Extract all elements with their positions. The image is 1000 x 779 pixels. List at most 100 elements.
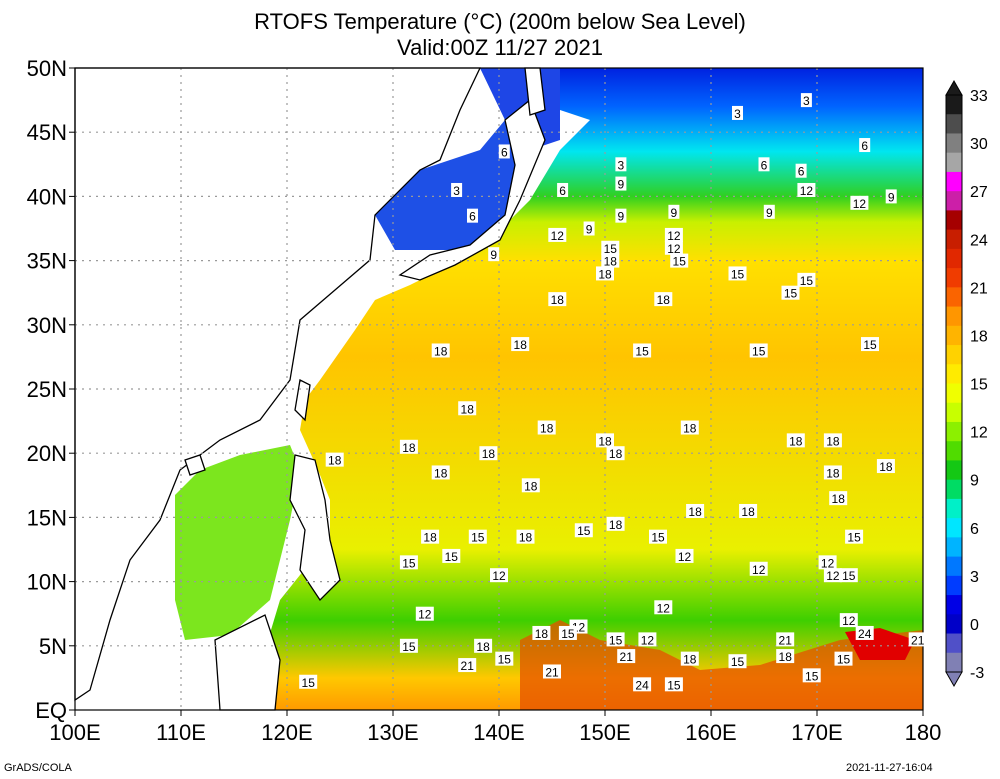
- contour-label-bg: [299, 674, 318, 689]
- x-tick-label: 120E: [261, 720, 312, 745]
- y-tick-label: 35N: [27, 249, 67, 274]
- contour-label-bg: [728, 266, 747, 281]
- y-tick-label: 20N: [27, 441, 67, 466]
- contour-label-bg: [606, 446, 625, 461]
- contour-label: 15: [805, 669, 819, 683]
- contour-label-bg: [859, 138, 871, 153]
- colorbar-label: 6: [970, 521, 979, 538]
- contour-label-bg: [664, 227, 683, 242]
- contour-label-bg: [596, 266, 614, 281]
- colorbar-swatch: [946, 287, 962, 308]
- contour-label: 15: [667, 678, 681, 692]
- contour-label-bg: [800, 93, 812, 108]
- contour-label-bg: [543, 664, 561, 679]
- contour-label-bg: [638, 632, 657, 647]
- contour-label-bg: [606, 632, 625, 647]
- contour-label-bg: [498, 144, 510, 159]
- colorbar-swatch: [946, 268, 962, 288]
- contour-label: 18: [832, 492, 846, 506]
- contour-label-bg: [795, 163, 807, 178]
- map-title: RTOFS Temperature (°C) (200m below Sea L…: [254, 9, 746, 34]
- colorbar-swatch: [946, 479, 962, 500]
- contour-label: 18: [423, 531, 437, 545]
- contour-label-bg: [664, 240, 683, 255]
- contour-label: 6: [501, 145, 508, 159]
- contour-label: 18: [461, 402, 475, 416]
- contour-label-bg: [467, 208, 478, 223]
- contour-label: 3: [734, 107, 741, 121]
- contour-label-bg: [885, 189, 897, 204]
- colorbar-swatch: [946, 229, 962, 250]
- contour-label-bg: [458, 658, 477, 673]
- contour-label-bg: [537, 420, 556, 435]
- contour-label: 18: [476, 640, 490, 654]
- graticule: [75, 68, 923, 710]
- contour-label-bg: [749, 343, 768, 358]
- contour-label-bg: [829, 491, 848, 506]
- colorbar-swatch: [946, 383, 962, 404]
- colorbar-swatch: [946, 306, 962, 327]
- contour-label: 15: [673, 255, 687, 269]
- colorbar-swatch: [946, 595, 962, 615]
- contour-label: 12: [678, 550, 692, 564]
- contour-label: 18: [604, 255, 618, 269]
- contour-label-bg: [823, 465, 842, 480]
- sea-of-japan: [375, 120, 520, 250]
- contour-label: 24: [858, 627, 872, 641]
- contour-label: 18: [598, 434, 612, 448]
- colorbar-swatch: [946, 114, 962, 134]
- contour-label: 15: [837, 653, 851, 667]
- contour-label-bg: [583, 221, 595, 236]
- contour-label-bg: [797, 272, 816, 287]
- contour-label: 18: [779, 650, 793, 664]
- contour-label: 15: [800, 274, 814, 288]
- y-tick-label: 30N: [27, 313, 67, 338]
- colorbar-swatch: [946, 575, 962, 596]
- contour-label: 12: [641, 633, 655, 647]
- contour-label: 18: [402, 441, 416, 455]
- colorbar-label: 18: [970, 328, 988, 345]
- contour-label: 18: [434, 344, 448, 358]
- contour-label: 15: [847, 531, 861, 545]
- contour-label-bg: [776, 649, 795, 664]
- contour-label-bg: [786, 433, 805, 448]
- colorbar-swatch: [946, 614, 962, 635]
- contour-label-bg: [861, 337, 879, 352]
- contour-label: 3: [803, 94, 810, 108]
- contour-label: 9: [586, 223, 593, 237]
- contour-label: 18: [826, 466, 840, 480]
- contour-label: 12: [821, 556, 835, 570]
- contour-label: 24: [635, 678, 649, 692]
- contour-label: 9: [888, 190, 895, 204]
- contour-label-bg: [615, 208, 627, 223]
- map-subtitle: Valid:00Z 11/27 2021: [397, 35, 603, 60]
- asian-mainland: [74, 67, 482, 702]
- contour-label-bg: [617, 649, 636, 664]
- contour-label: 3: [453, 184, 460, 198]
- contour-label: 18: [741, 505, 755, 519]
- contour-label: 12: [418, 608, 432, 622]
- contour-label: 3: [618, 158, 625, 172]
- contour-label: 15: [731, 267, 745, 281]
- footer-software: GrADS/COLA: [4, 762, 72, 774]
- colorbar-label: 3: [970, 569, 979, 586]
- contour-label: 15: [471, 531, 485, 545]
- contour-label: 15: [863, 338, 877, 352]
- contour-label: 15: [635, 344, 649, 358]
- colorbar-swatch: [946, 152, 962, 173]
- contour-label-bg: [654, 600, 673, 615]
- contour-label: 18: [826, 434, 840, 448]
- colorbar-top-arrow: [945, 79, 963, 96]
- contour-label-bg: [615, 176, 627, 191]
- colorbar-swatch: [946, 556, 962, 577]
- contour-label: 21: [911, 633, 925, 647]
- contour-label-bg: [615, 157, 627, 172]
- contour-label-bg: [675, 548, 694, 563]
- contour-label: 21: [461, 659, 475, 673]
- contour-label-bg: [845, 529, 864, 544]
- contour-label-bg: [399, 555, 418, 570]
- contour-label-bg: [664, 677, 683, 692]
- colorbar-frame: [945, 94, 963, 673]
